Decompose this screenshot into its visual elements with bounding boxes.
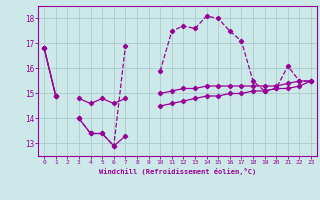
X-axis label: Windchill (Refroidissement éolien,°C): Windchill (Refroidissement éolien,°C) — [99, 168, 256, 175]
